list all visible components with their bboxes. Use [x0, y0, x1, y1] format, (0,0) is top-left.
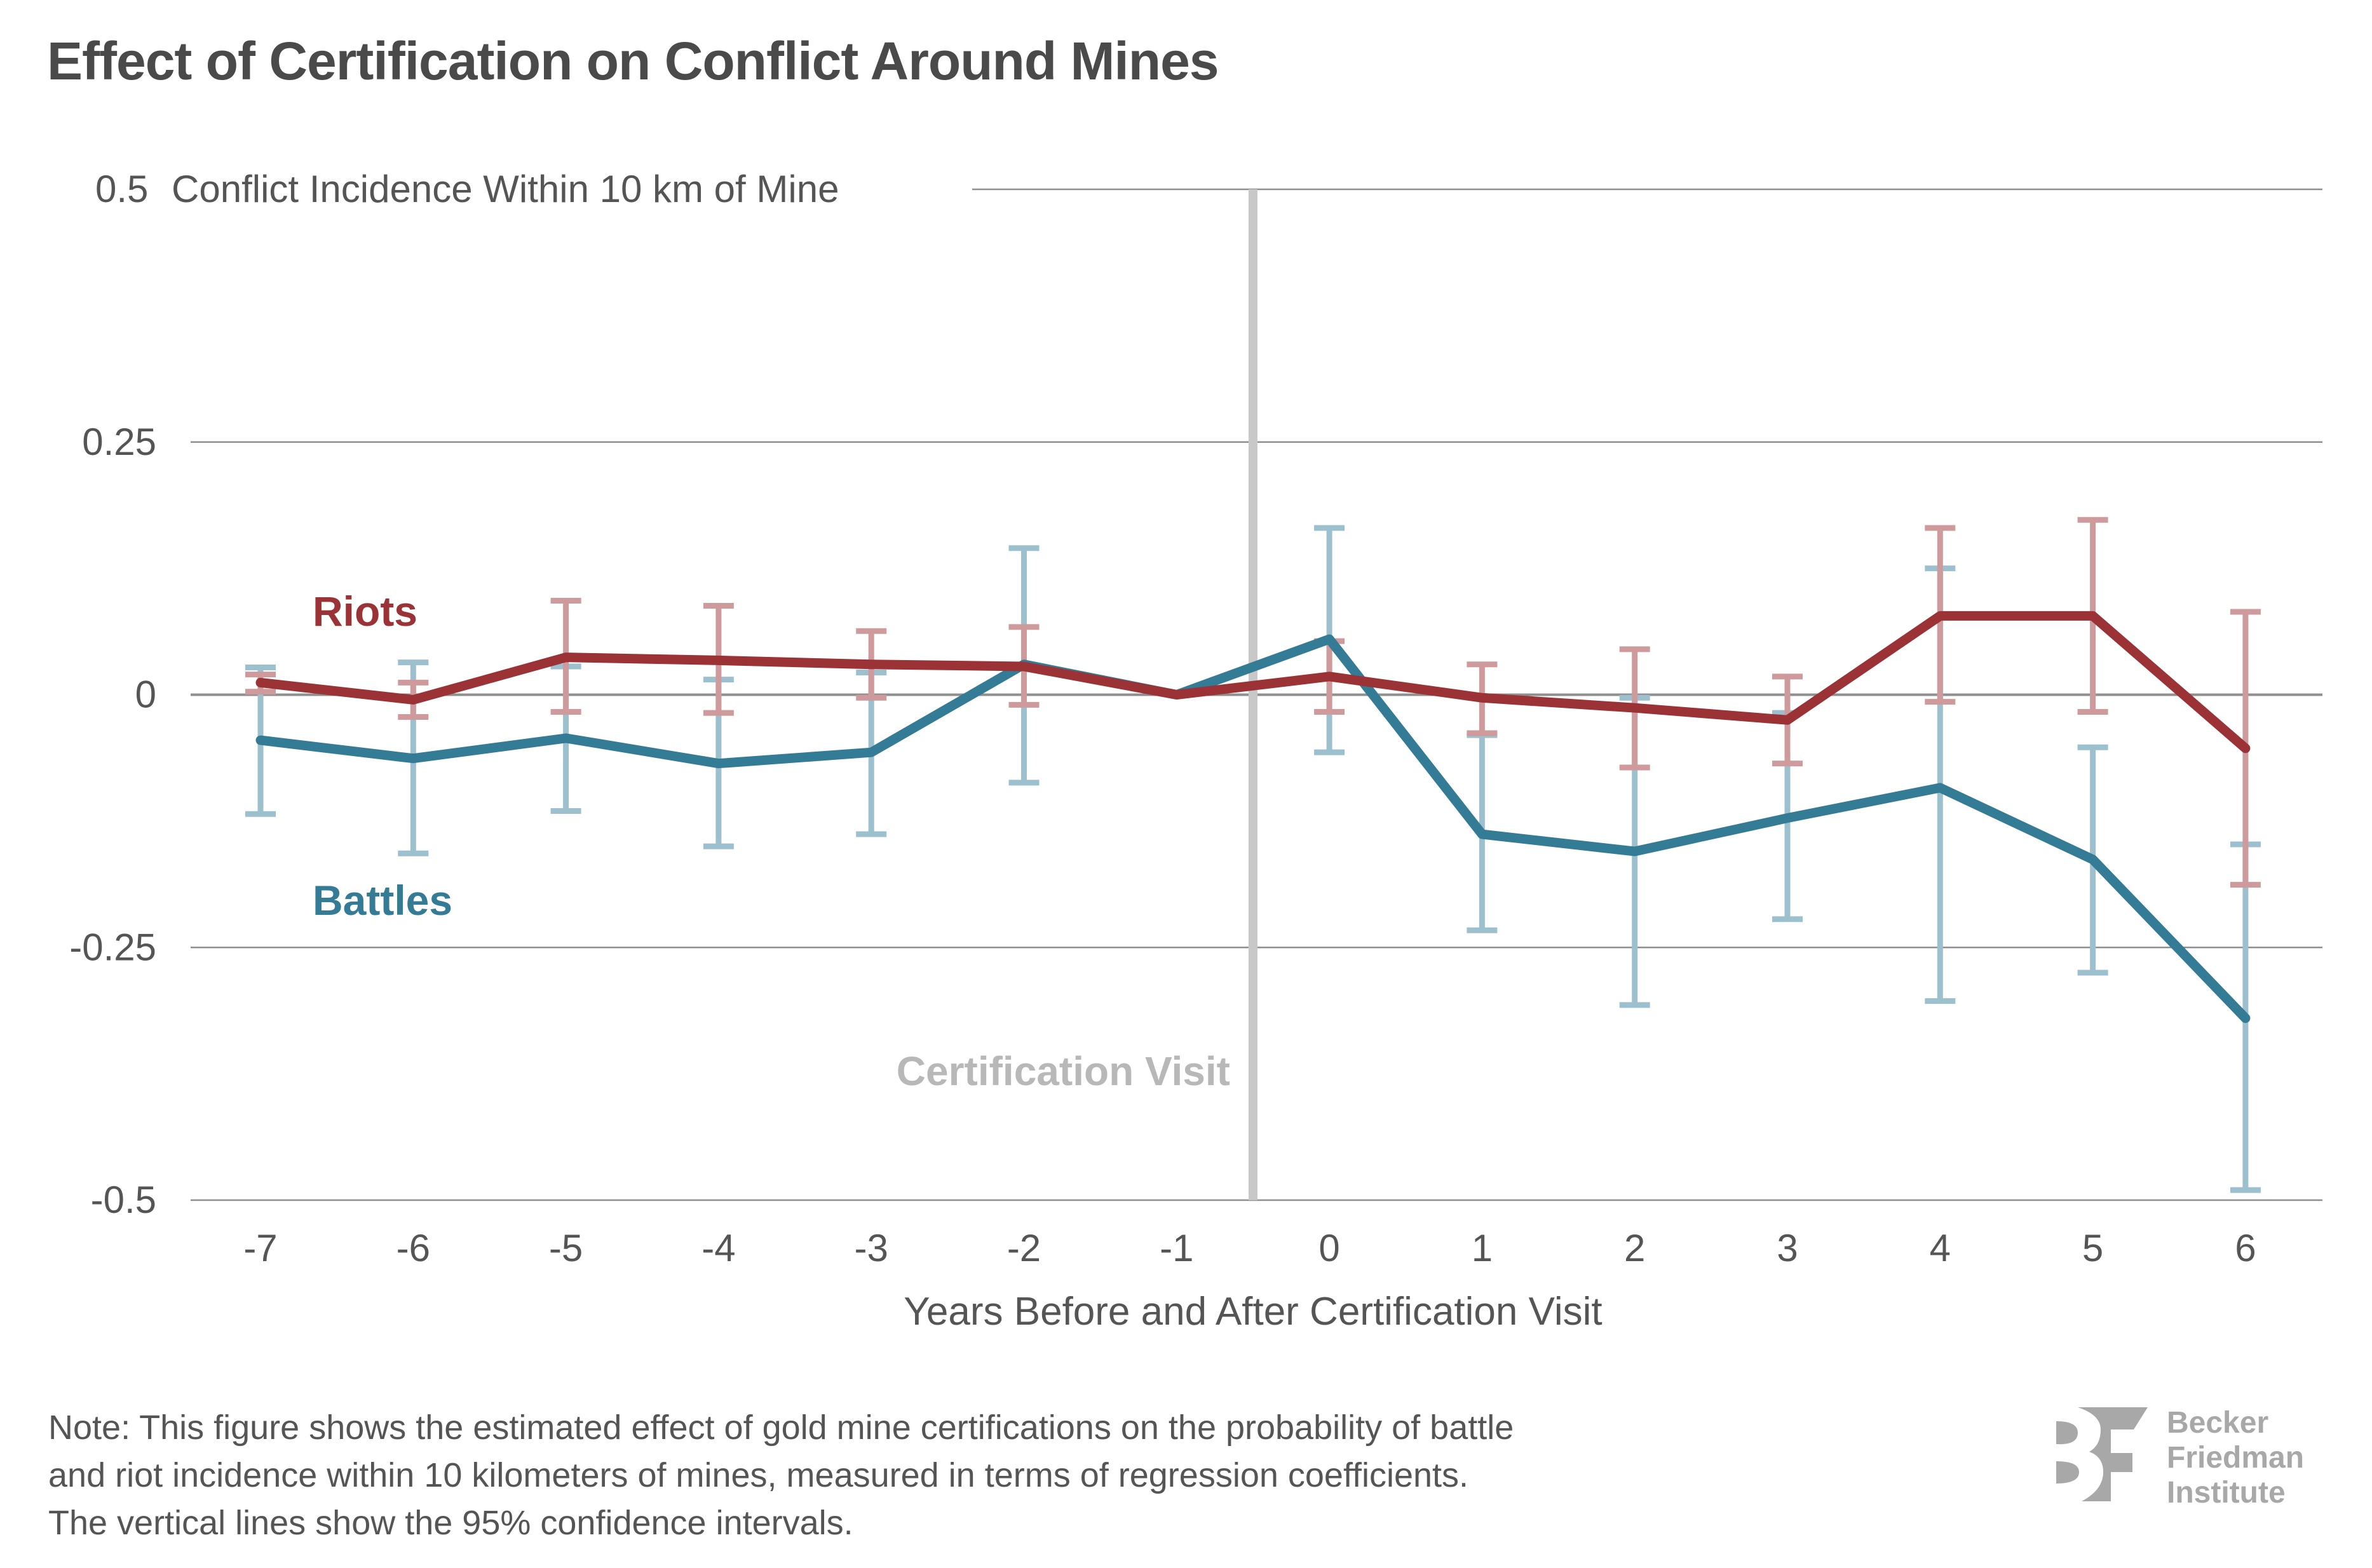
x-tick-label: 0: [1318, 1227, 1339, 1269]
battles-line: [255, 634, 2251, 1024]
x-tick-label: 6: [2235, 1227, 2256, 1269]
y-tick-label: -0.5: [91, 1179, 156, 1221]
label-layer: 0.5 Conflict Incidence Within 10 km of Mi…: [69, 168, 2256, 1334]
y-tick-label: -0.25: [69, 926, 156, 968]
x-tick-label: -6: [396, 1227, 430, 1269]
logo-line: Friedman: [2167, 1441, 2305, 1475]
y-tick-label: 0: [135, 673, 156, 716]
x-tick-label: 1: [1472, 1227, 1493, 1269]
logo-text: Becker Friedman Institute: [2167, 1405, 2304, 1510]
bf-monogram-icon: [2056, 1407, 2148, 1501]
note-line: and riot incidence within 10 kilometers …: [48, 1456, 1469, 1494]
x-tick-label: -2: [1007, 1227, 1041, 1269]
riots-line: [255, 611, 2251, 754]
note-line: The vertical lines show the 95% confiden…: [48, 1504, 853, 1542]
battles-legend-label: Battles: [313, 877, 452, 924]
x-tick-label: 4: [1930, 1227, 1951, 1269]
x-tick-label: -3: [855, 1227, 888, 1269]
event-line-label: Certification Visit: [897, 1048, 1230, 1094]
logo-line: Becker: [2167, 1406, 2269, 1440]
note-line: Note: This figure shows the estimated ef…: [48, 1409, 1514, 1447]
x-tick-label: -4: [701, 1227, 735, 1269]
x-axis-label: Years Before and After Certification Vis…: [904, 1290, 1602, 1334]
y-tick-label: 0.25: [82, 421, 156, 463]
logo-line: Institute: [2167, 1476, 2286, 1510]
x-tick-label: -7: [243, 1227, 277, 1269]
x-tick-label: 5: [2082, 1227, 2103, 1269]
chart-note: Note: This figure shows the estimated ef…: [48, 1404, 1514, 1547]
riots-legend-label: Riots: [313, 588, 417, 635]
x-tick-label: 3: [1777, 1227, 1798, 1269]
y-axis-label: Conflict Incidence Within 10 km of Mine: [172, 168, 839, 210]
y-tick-label: 0.5: [95, 168, 148, 210]
x-tick-label: 2: [1624, 1227, 1645, 1269]
line-layer: [255, 611, 2251, 1024]
x-tick-label: -1: [1160, 1227, 1193, 1269]
x-tick-label: -5: [549, 1227, 583, 1269]
chart-title: Effect of Certification on Conflict Arou…: [47, 31, 1219, 91]
